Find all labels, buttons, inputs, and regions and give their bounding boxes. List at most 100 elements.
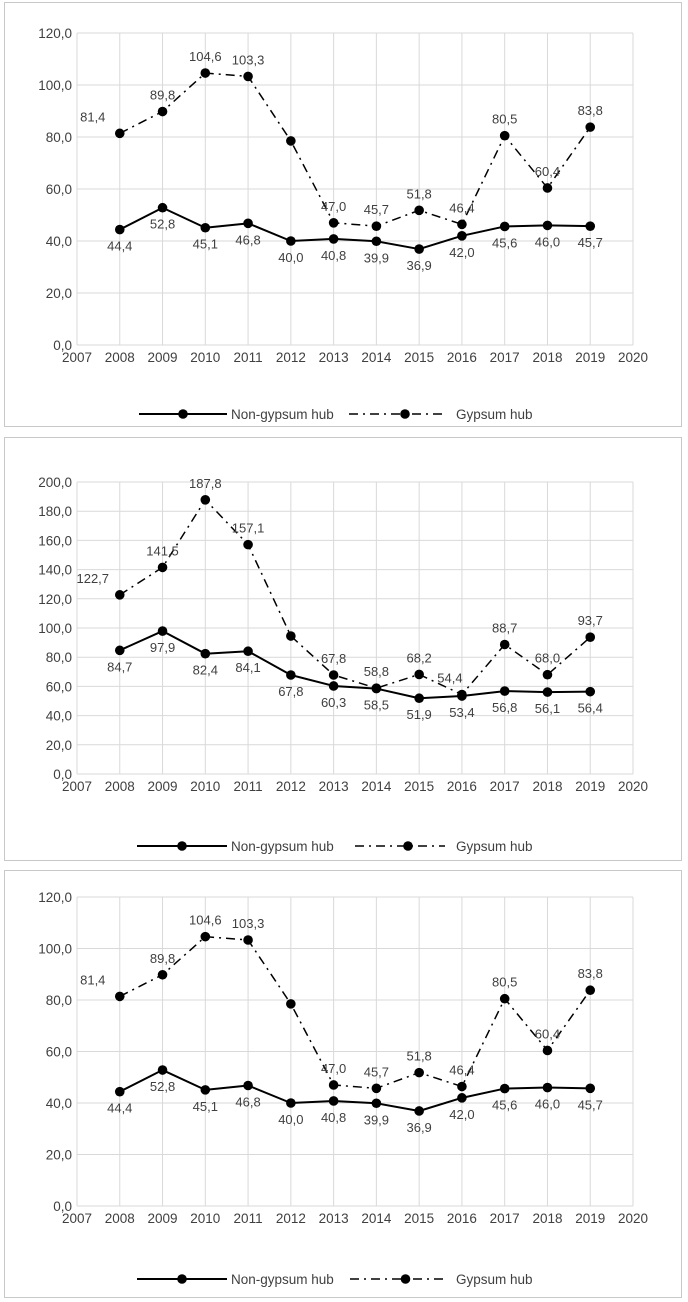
data-label-non-gypsum: 52,8 (150, 217, 175, 232)
x-tick-label: 2013 (319, 350, 349, 365)
point-non-gypsum (585, 1083, 596, 1094)
point-gypsum (200, 931, 211, 942)
y-tick-label: 60,0 (46, 1045, 72, 1060)
point-non-gypsum (457, 231, 467, 241)
series-line-non-gypsum (119, 630, 591, 700)
x-tick-label: 2019 (575, 779, 605, 794)
data-label-non-gypsum: 42,0 (449, 1107, 474, 1122)
point-non-gypsum (414, 693, 424, 704)
x-tick-label: 2015 (404, 350, 434, 365)
y-tick-label: 120,0 (38, 26, 72, 41)
data-label-gypsum: 103,3 (232, 52, 265, 67)
point-gypsum (414, 669, 424, 680)
data-label-gypsum: 54,4 (437, 671, 462, 686)
legend-label-non-gypsum: Non-gypsum hub (231, 407, 334, 422)
data-label-gypsum: 58,8 (364, 664, 389, 679)
data-label-non-gypsum: 40,0 (278, 1112, 303, 1127)
y-tick-label: 100,0 (38, 942, 72, 957)
point-non-gypsum (114, 645, 125, 656)
legend-label-non-gypsum: Non-gypsum hub (231, 1272, 334, 1287)
point-non-gypsum (200, 648, 211, 659)
y-tick-label: 200,0 (38, 475, 72, 490)
point-non-gypsum (286, 236, 296, 246)
x-tick-label: 2012 (276, 779, 306, 794)
line-chart-1: 0,0 20,0 40,0 60,0 80,0 100,0 120,0 2007 2008 200… (38, 26, 648, 422)
data-label-non-gypsum: 45,6 (492, 235, 517, 250)
point-non-gypsum (542, 1082, 553, 1093)
point-gypsum (114, 128, 125, 139)
data-label-non-gypsum: 40,8 (321, 1110, 346, 1125)
x-tick-label: 2014 (361, 350, 392, 365)
data-label-non-gypsum: 46,0 (535, 234, 560, 249)
point-non-gypsum (243, 218, 253, 229)
y-tick-label: 0,0 (53, 338, 72, 353)
data-label-non-gypsum: 45,6 (492, 1098, 517, 1113)
x-tick-label: 2018 (532, 779, 562, 794)
legend-label-gypsum: Gypsum hub (456, 1272, 533, 1287)
data-label-gypsum: 89,8 (150, 88, 175, 103)
data-label-gypsum: 67,8 (321, 651, 346, 666)
data-label-gypsum: 122,7 (76, 571, 109, 586)
point-gypsum (200, 68, 211, 78)
point-gypsum (542, 1045, 553, 1056)
legend-marker-non-gypsum (177, 841, 187, 851)
y-tick-label: 80,0 (46, 993, 72, 1008)
point-non-gypsum (286, 670, 296, 680)
data-label-non-gypsum: 53,4 (449, 705, 474, 720)
point-gypsum (114, 590, 125, 600)
point-gypsum (542, 183, 553, 193)
x-tick-label: 2008 (105, 350, 135, 365)
data-label-gypsum: 81,4 (80, 109, 105, 124)
data-label-gypsum: 93,7 (578, 613, 603, 628)
point-non-gypsum (457, 1093, 467, 1103)
legend-marker-non-gypsum (177, 1274, 187, 1284)
x-tick-label: 2011 (234, 1211, 263, 1226)
point-gypsum (286, 631, 296, 641)
point-gypsum (585, 122, 596, 132)
data-label-gypsum: 187,8 (189, 476, 222, 491)
x-tick-label: 2009 (148, 779, 178, 794)
x-tick-label: 2010 (190, 350, 220, 365)
data-label-gypsum: 88,7 (492, 620, 517, 635)
y-tick-label: 120,0 (38, 592, 72, 607)
legend-label-gypsum: Gypsum hub (456, 407, 533, 422)
x-tick-label: 2014 (361, 1211, 392, 1226)
point-gypsum (414, 1067, 424, 1078)
point-gypsum (499, 130, 510, 141)
point-non-gypsum (499, 1083, 510, 1094)
x-tick-label: 2007 (62, 1211, 92, 1226)
y-tick-label: 80,0 (46, 130, 72, 145)
data-label-gypsum: 103,3 (232, 916, 265, 931)
point-gypsum (499, 639, 510, 650)
x-tick-label: 2020 (618, 779, 648, 794)
x-tick-label: 2013 (319, 1211, 349, 1226)
point-gypsum (371, 683, 382, 693)
data-label-gypsum: 80,5 (492, 975, 517, 990)
legend-marker-gypsum (400, 1274, 411, 1284)
point-non-gypsum (328, 234, 339, 244)
chart-panel-3: 0,0 20,0 40,0 60,0 80,0 100,0 120,0 2007 2008 200… (4, 870, 682, 1298)
x-tick-label: 2011 (234, 350, 263, 365)
point-non-gypsum (499, 686, 510, 696)
point-non-gypsum (114, 224, 125, 235)
point-gypsum (243, 71, 253, 82)
legend-marker-gypsum (403, 841, 413, 851)
data-label-non-gypsum: 45,7 (578, 235, 603, 250)
data-label-gypsum: 157,1 (232, 521, 265, 536)
data-label-gypsum: 46,4 (449, 200, 474, 215)
x-tick-label: 2009 (148, 1211, 178, 1226)
data-label-gypsum: 104,6 (189, 49, 222, 64)
point-non-gypsum (542, 687, 553, 697)
y-tick-label: 60,0 (46, 679, 72, 694)
point-gypsum (114, 991, 125, 1002)
y-tick-label: 180,0 (38, 504, 72, 519)
point-non-gypsum (328, 1096, 339, 1106)
point-gypsum (542, 669, 553, 680)
x-tick-label: 2008 (105, 1211, 135, 1226)
series-line-non-gypsum (119, 1069, 591, 1112)
y-tick-label: 0,0 (53, 1199, 72, 1214)
point-non-gypsum (542, 220, 553, 231)
point-non-gypsum (414, 1106, 424, 1116)
data-label-non-gypsum: 44,4 (107, 1101, 132, 1116)
data-label-non-gypsum: 42,0 (449, 245, 474, 260)
